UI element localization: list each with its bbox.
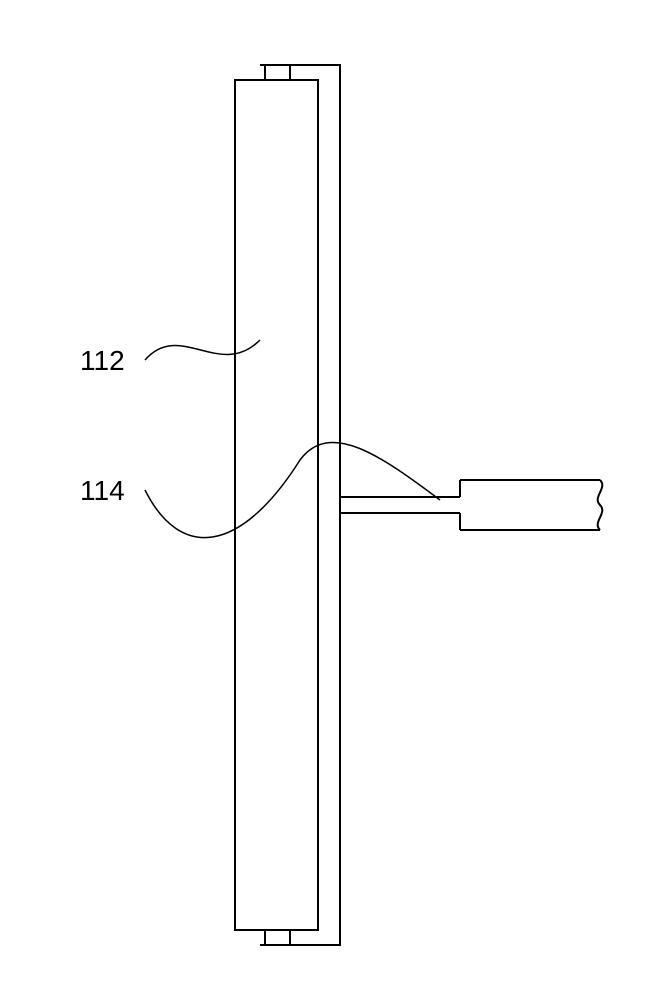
thick-shaft xyxy=(460,480,600,530)
label-114: 114 xyxy=(80,475,125,507)
top-tab xyxy=(265,65,290,80)
bottom-tab xyxy=(265,930,290,945)
thin-shaft xyxy=(340,497,460,513)
mounting-bracket xyxy=(260,65,340,945)
cylinder-body xyxy=(235,80,318,930)
leader-112 xyxy=(145,340,260,360)
horizontal-shaft xyxy=(340,480,602,530)
leader-lines xyxy=(145,340,440,538)
leader-114 xyxy=(145,442,440,537)
break-symbol xyxy=(598,480,603,530)
label-112: 112 xyxy=(80,345,125,377)
main-cylinder xyxy=(235,80,318,930)
bracket-frame xyxy=(260,65,340,945)
